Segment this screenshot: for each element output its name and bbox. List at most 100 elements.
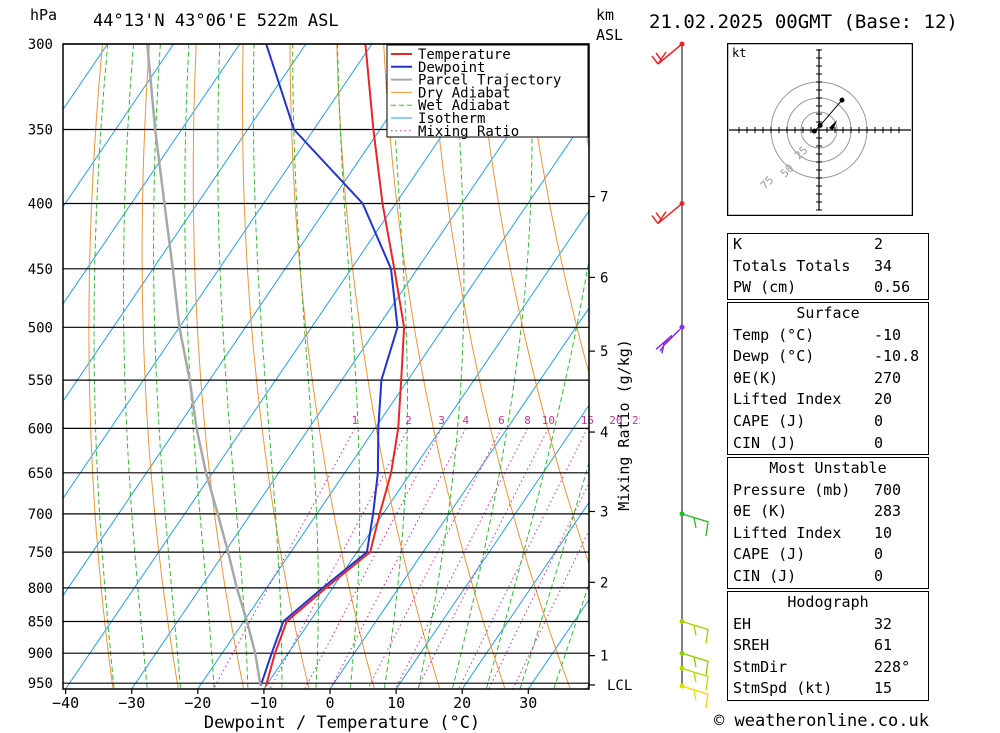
legend-entry: Dewpoint <box>418 60 485 76</box>
hodograph-index-row: StmSpd (kt) 15 <box>728 678 928 700</box>
wind-barb <box>679 665 709 691</box>
height-tick-label: 7 <box>600 190 608 206</box>
wet-adiabat-line <box>184 44 215 689</box>
x-tick-label: 30 <box>519 694 537 712</box>
legend-entry: Temperature <box>418 47 511 63</box>
most-unstable-index-row: CIN (J) 0 <box>728 566 928 588</box>
pressure-tick-label: 300 <box>28 37 53 53</box>
isotherm-line <box>63 44 439 597</box>
hodograph-index-value: 228° <box>874 657 911 676</box>
most-unstable-index-row: Lifted Index 10 <box>728 523 928 545</box>
isotherm-line <box>63 44 175 208</box>
surface-index-value: 20 <box>874 390 893 409</box>
pressure-tick-label: 600 <box>28 421 53 437</box>
most-unstable-index-value: 700 <box>874 480 902 499</box>
wet-adiabat-line <box>292 44 319 689</box>
most-unstable-rows: Pressure (mb) 700 θE (K) 283 Lifted Index 10 C… <box>728 480 928 588</box>
surface-index-key: θE(K) <box>733 368 779 387</box>
mixing-ratio-label: 6 <box>498 414 505 427</box>
most-unstable-index-key: Pressure (mb) <box>733 480 851 499</box>
most-unstable-index-row: Pressure (mb) 700 <box>728 480 928 502</box>
isotherm-line <box>0 6 1 712</box>
mixing-ratio-label: 2 <box>405 414 412 427</box>
wind-barb <box>679 650 709 676</box>
hodograph-index-row: SREH 61 <box>728 635 928 657</box>
series-line-temperature <box>264 44 406 687</box>
most-unstable-index-key: CIN (J) <box>733 566 797 585</box>
wind-barb <box>679 683 709 709</box>
most-unstable-index-value: 0 <box>874 566 884 585</box>
isotherm-line <box>263 209 589 689</box>
mixing-ratio-label: 15 <box>581 414 594 427</box>
most-unstable-panel: Most Unstable Pressure (mb) 700 θE (K) 283 L… <box>727 457 929 589</box>
mixing-ratio-label: 4 <box>462 414 469 427</box>
general-index-row: PW (cm) 0.56 <box>728 277 928 299</box>
height-tick-label: 3 <box>600 504 608 520</box>
asl-unit-label: ASL <box>596 26 624 44</box>
surface-index-value: 0 <box>874 411 884 430</box>
legend-box <box>386 44 589 138</box>
hodograph-index-key: SREH <box>733 636 770 655</box>
wind-barb <box>679 511 709 536</box>
isotherm-line <box>63 44 241 305</box>
hodograph-unit-label: kt <box>732 46 746 60</box>
isotherm-line <box>0 6 68 712</box>
wet-adiabat-line <box>337 44 361 689</box>
surface-panel: Surface Temp (°C) -10 Dewp (°C) -10.8 θE(K) 2… <box>727 302 929 456</box>
general-index-value: 0.56 <box>874 278 911 297</box>
hodograph-index-row: EH 32 <box>728 614 928 636</box>
mixing-ratio-line <box>329 428 467 689</box>
most-unstable-index-row: CAPE (J) 0 <box>728 544 928 566</box>
pressure-tick-label: 700 <box>28 507 53 523</box>
pressure-tick-label: 950 <box>28 676 53 692</box>
most-unstable-title: Most Unstable <box>769 459 887 477</box>
height-tick-label: 1 <box>600 649 608 665</box>
pressure-tick-label: 650 <box>28 466 53 482</box>
mixing-ratio-line <box>213 428 356 689</box>
pressure-tick-label: 800 <box>28 581 53 597</box>
most-unstable-index-key: θE (K) <box>733 502 788 521</box>
hodograph-point <box>839 97 845 103</box>
legend-entry: Wet Adiabat <box>418 98 511 114</box>
isotherm-line <box>329 307 589 689</box>
surface-index-key: Lifted Index <box>733 390 842 409</box>
mixing-ratio-line <box>269 428 409 689</box>
hodograph-index-row: StmDir 228° <box>728 657 928 679</box>
surface-index-row: Lifted Index 20 <box>728 389 928 411</box>
mixing-ratio-label: 20 <box>609 414 622 427</box>
pressure-unit-label: hPa <box>30 6 58 24</box>
surface-index-value: 0 <box>874 433 884 452</box>
credit-link[interactable]: © weatheronline.co.uk <box>714 711 929 731</box>
legend-entry: Dry Adiabat <box>418 85 511 101</box>
hodograph-params-title: Hodograph <box>787 593 869 611</box>
mixing-ratio-label: 8 <box>524 414 531 427</box>
mixing-ratio-line <box>367 428 502 689</box>
location-title: 44°13'N 43°06'E 522m ASL <box>93 11 339 31</box>
wet-adiabat-line <box>417 44 465 689</box>
mixing-ratio-label: 25 <box>632 414 640 427</box>
x-tick-label: 20 <box>453 694 471 712</box>
pressure-tick-label: 400 <box>28 197 53 213</box>
pressure-tick-label: 550 <box>28 373 53 389</box>
general-index-value: 34 <box>874 256 893 275</box>
series-line-dewpoint <box>259 44 399 687</box>
surface-index-row: Temp (°C) -10 <box>728 325 928 347</box>
surface-index-key: Temp (°C) <box>733 325 815 344</box>
wind-barb <box>679 619 709 644</box>
height-tick-label: LCL <box>607 678 632 694</box>
mixing-ratio-axis-label: Mixing Ratio (g/kg) <box>615 339 633 511</box>
surface-index-key: CAPE (J) <box>733 411 806 430</box>
dry-adiabat-line <box>141 44 179 689</box>
legend-entry: Mixing Ratio <box>418 124 519 140</box>
surface-index-value: -10.8 <box>874 347 920 366</box>
hodograph-params-panel: Hodograph EH 32 SREH 61 StmDir 228° StmSpd (kt… <box>727 591 929 701</box>
pressure-tick-label: 350 <box>28 123 53 139</box>
wet-adiabat-line <box>485 256 589 689</box>
isotherm-line <box>63 44 109 111</box>
x-tick-label: −40 <box>52 694 79 712</box>
general-index-key: PW (cm) <box>733 278 797 297</box>
